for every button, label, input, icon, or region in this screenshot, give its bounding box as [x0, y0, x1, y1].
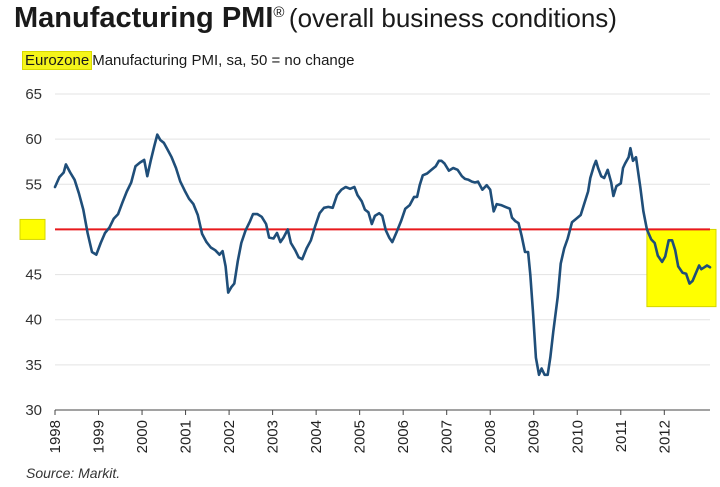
x-tick-label: 1998: [47, 420, 64, 453]
chart-subtitle: Eurozone Manufacturing PMI, sa, 50 = no c…: [22, 51, 355, 70]
series-description: Manufacturing PMI, sa, 50 = no change: [92, 52, 355, 69]
pmi-series-line: [53, 133, 712, 377]
y-tick-label: 55: [25, 176, 42, 193]
x-tick-label: 2012: [656, 420, 673, 453]
x-tick-label: 2004: [308, 420, 325, 453]
registered-mark: ®: [273, 3, 285, 21]
region-highlight-label: Eurozone: [22, 51, 93, 70]
x-tick-label: 2006: [395, 420, 412, 453]
y-tick-label: 30: [25, 402, 42, 419]
title-main: Manufacturing PMI: [14, 2, 274, 34]
source-note: Source: Markit.: [26, 465, 121, 481]
x-tick-label: 2002: [221, 420, 238, 453]
title-suffix: (overall business conditions): [288, 3, 617, 33]
x-tick-label: 2008: [482, 420, 499, 453]
chart-title: Manufacturing PMI® (overall business con…: [14, 2, 617, 35]
x-tick-label: 2001: [178, 420, 195, 453]
highlight-box: [646, 228, 717, 308]
x-tick-label: 1999: [91, 420, 108, 453]
y-tick-label: 45: [25, 267, 42, 284]
x-tick-label: 2011: [613, 420, 630, 452]
y-tick-label: 40: [25, 312, 42, 329]
y-tick-label: 35: [25, 357, 42, 374]
x-tick-label: 2005: [352, 420, 369, 453]
y-tick-label: 65: [25, 86, 42, 103]
x-tick-label: 2010: [569, 420, 586, 453]
x-tick-label: 2009: [526, 420, 543, 453]
x-tick-label: 2000: [134, 420, 151, 453]
x-tick-label: 2003: [265, 420, 282, 453]
y-tick-label: 60: [25, 131, 42, 148]
x-tick-label: 2007: [439, 420, 456, 453]
reference-label-highlight: [19, 218, 46, 240]
